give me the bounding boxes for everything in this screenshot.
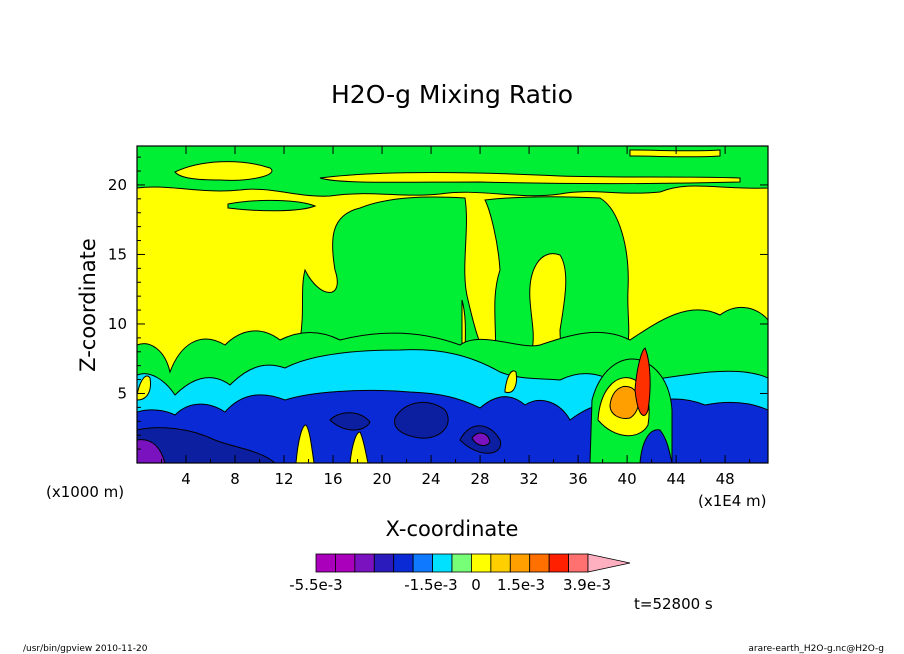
field-small-plume-2 [349, 431, 369, 463]
field-navy-core-2 [394, 401, 449, 439]
field-upper-yellow-streak [174, 161, 273, 181]
field-purple-patch-2 [471, 432, 491, 446]
x-tick-label: 8 [230, 470, 240, 488]
x-axis-title: X-coordinate [386, 517, 519, 541]
x-unit-label: (x1000 m) [46, 483, 124, 501]
colorbar-segment [568, 553, 589, 573]
field-green-ribbon [227, 199, 317, 212]
x-tick-label: 20 [373, 470, 392, 488]
x-tick-label: 28 [471, 470, 490, 488]
time-label: t=52800 s [634, 595, 713, 613]
field-navy-core-1 [137, 427, 276, 463]
colorbar-label: 0 [471, 576, 481, 594]
x-tick-label: 40 [618, 470, 637, 488]
field-small-plume-1 [295, 424, 315, 463]
field-convective-red [634, 347, 651, 416]
colorbar-labels: -5.5e-3 -1.5e-3 0 1.5e-3 3.9e-3 [289, 576, 611, 594]
colorbar [315, 553, 631, 573]
colorbar-segment [354, 553, 375, 573]
colorbar-segment [451, 553, 472, 573]
field-upper-yellow-streak-3 [629, 149, 721, 158]
x-tick-label: 12 [274, 470, 293, 488]
y-tick-label: 10 [108, 315, 127, 333]
y-tick-label: 5 [117, 384, 127, 402]
colorbar-arrow [587, 553, 631, 573]
y-tick-label: 15 [108, 245, 127, 263]
y-axis: 5 10 15 20 [108, 156, 768, 450]
x-scale-label: (x1E4 m) [698, 492, 767, 510]
colorbar-label: -5.5e-3 [289, 576, 342, 594]
colorbar-segment [509, 553, 531, 573]
field-navy-core-3 [329, 412, 371, 431]
x-tick-label: 32 [520, 470, 539, 488]
x-tick-label: 36 [569, 470, 588, 488]
plot-frame [136, 145, 769, 464]
colorbar-label: -1.5e-3 [404, 576, 457, 594]
field-small-plume-4 [504, 370, 517, 394]
colorbar-label: 1.5e-3 [497, 576, 545, 594]
y-tick-label: 20 [108, 176, 127, 194]
colorbar-segment [548, 553, 569, 573]
colorbar-segment [432, 553, 453, 573]
colorbar-segment [412, 553, 433, 573]
colorbar-segment [393, 553, 414, 573]
field-upper-yellow-streak-2 [319, 172, 741, 184]
plot-area [136, 145, 769, 464]
x-tick-label: 4 [181, 470, 191, 488]
chart-title: H2O-g Mixing Ratio [331, 80, 573, 109]
colorbar-segment [529, 553, 550, 573]
colorbar-segment [335, 553, 356, 573]
colorbar-segment [315, 553, 336, 573]
x-tick-label: 44 [667, 470, 686, 488]
field-convective-blue [639, 429, 673, 463]
footer-left: /usr/bin/gpview 2010-11-20 [23, 644, 148, 654]
footer-right: arare-earth_H2O-g.nc@H2O-g [748, 644, 884, 654]
x-tick-label: 24 [422, 470, 441, 488]
x-tick-label: 48 [716, 470, 735, 488]
colorbar-segment [471, 553, 492, 573]
colorbar-segment [490, 553, 511, 573]
y-axis-title: Z-coordinate [76, 238, 100, 372]
field-small-plume-3 [137, 375, 151, 401]
x-axis: 4 8 12 16 20 24 28 32 36 40 44 48 [161, 146, 751, 488]
colorbar-segment [373, 553, 395, 573]
colorbar-label: 3.9e-3 [563, 576, 611, 594]
x-tick-label: 16 [323, 470, 342, 488]
